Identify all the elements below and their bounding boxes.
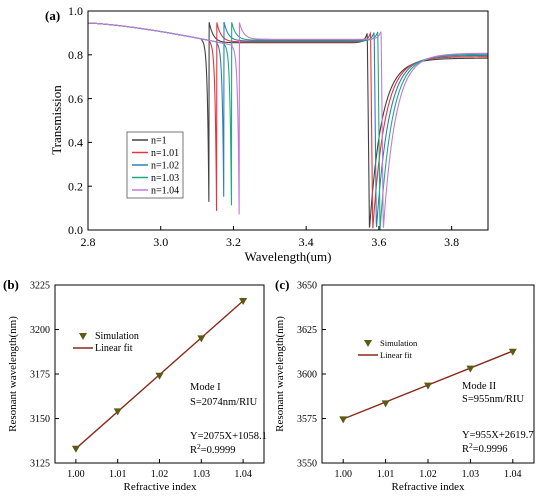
fit-equation-c: Y=955X+2619.7 [462, 430, 534, 441]
series-line-n=1.03 [88, 22, 488, 231]
legend-label: n=1.03 [151, 173, 179, 184]
a-y-tick-label: 0.8 [68, 48, 83, 62]
legend-label: Simulation [380, 338, 418, 348]
b-x-tick-label: 1.01 [109, 469, 127, 480]
legend-label: n=1.02 [151, 161, 179, 172]
a-x-tick-label: 3.4 [299, 235, 314, 249]
legend-marker-simulation [79, 333, 87, 340]
b-data-point [71, 445, 80, 453]
legend-c: Simulation Linear fit [358, 338, 418, 360]
b-y-tick-label: 3150 [30, 414, 50, 425]
mode-label-b: Mode I [190, 382, 221, 393]
y-axis-label-b: Resonant wavelength(nm) [7, 316, 19, 432]
r-squared-c: R2=0.9996 [462, 441, 508, 455]
b-y-tick-label: 3225 [30, 281, 50, 292]
b-data-point [239, 298, 248, 306]
legend-label: Linear fit [380, 350, 412, 360]
sensitivity-c: S=955nm/RIU [462, 394, 524, 405]
a-y-tick-label: 0.6 [68, 92, 83, 106]
a-x-tick-label: 3.2 [226, 235, 241, 249]
c-y-tick-label: 3550 [297, 459, 317, 470]
transmission-curves [88, 21, 489, 231]
c-x-tick-label: 1.03 [462, 469, 480, 480]
r-squared-b: R2=0.9999 [190, 442, 236, 456]
a-x-tick-label: 3.0 [153, 235, 168, 249]
mode-label-c: Mode II [462, 381, 497, 392]
y-axis-label-a: Transmission [49, 85, 64, 155]
b-x-tick-label: 1.00 [67, 469, 85, 480]
a-y-tick-label: 0.0 [68, 223, 83, 237]
a-y-tick-label: 1.0 [68, 4, 83, 18]
a-x-tick-label: 3.8 [444, 235, 459, 249]
b-x-tick-label: 1.04 [234, 469, 252, 480]
a-y-tick-label: 0.4 [68, 136, 83, 150]
series-line-n=1.04 [88, 22, 489, 228]
chart-c: 1.00 1.01 1.02 1.03 1.04 3550 3575 3600 3625 3650… [274, 281, 535, 493]
c-y-tick-label: 3575 [297, 414, 317, 425]
legend-label: n=1 [151, 136, 167, 147]
legend-label: Linear fit [95, 343, 133, 354]
chart-b: 1.00 1.01 1.02 1.03 1.04 3125 3150 3175 3200 3225… [7, 281, 267, 494]
b-data-point [155, 372, 164, 380]
x-axis-label-a: Wavelength(um) [244, 249, 331, 264]
c-y-tick-label: 3650 [297, 281, 317, 292]
c-data-point [508, 348, 517, 356]
a-x-tick-label: 3.6 [371, 235, 386, 249]
c-x-tick-label: 1.01 [377, 469, 395, 480]
a-x-tick-label: 2.8 [81, 235, 96, 249]
b-x-tick-label: 1.02 [151, 469, 169, 480]
legend-label: n=1.04 [151, 186, 179, 197]
legend-label: Simulation [95, 331, 139, 342]
y-axis-label-c: Resonant wavelength(nm) [274, 316, 286, 432]
panel-a-tag: (a) [45, 8, 60, 23]
c-data-point [339, 416, 348, 424]
c-x-tick-label: 1.04 [504, 469, 522, 480]
b-y-tick-label: 3125 [30, 459, 50, 470]
chart-a: 2.8 3.0 3.2 3.4 3.6 3.8 0.0 0.2 0.4 0.6 0.8 1.0 Wav… [49, 4, 489, 264]
fit-equation-b: Y=2075X+1058.1 [190, 431, 267, 442]
c-y-tick-label: 3600 [297, 370, 317, 381]
c-y-tick-label: 3625 [297, 325, 317, 336]
c-x-tick-label: 1.00 [334, 469, 352, 480]
b-data-point [197, 335, 206, 343]
c-data-point [381, 400, 390, 408]
plot-frame-a [87, 10, 489, 231]
c-data-point [466, 365, 475, 373]
legend-marker-simulation [364, 340, 372, 347]
panel-b-tag: (b) [3, 277, 19, 292]
a-y-tick-label: 0.2 [68, 179, 83, 193]
b-y-tick-label: 3200 [30, 325, 50, 336]
c-data-point [424, 382, 432, 390]
sensitivity-b: S=2074nm/RIU [190, 397, 258, 408]
b-x-tick-label: 1.03 [193, 469, 211, 480]
b-y-tick-label: 3175 [30, 370, 50, 381]
legend-a: n=1n=1.01 n=1.02n=1.03 n=1.04 [126, 131, 184, 199]
b-data-point [113, 408, 122, 416]
x-axis-label-c: Refractive index [392, 481, 465, 493]
legend-label: n=1.01 [151, 148, 179, 159]
c-x-tick-label: 1.02 [419, 469, 437, 480]
x-axis-label-b: Refractive index [124, 481, 197, 493]
panel-c-tag: (c) [275, 277, 289, 292]
